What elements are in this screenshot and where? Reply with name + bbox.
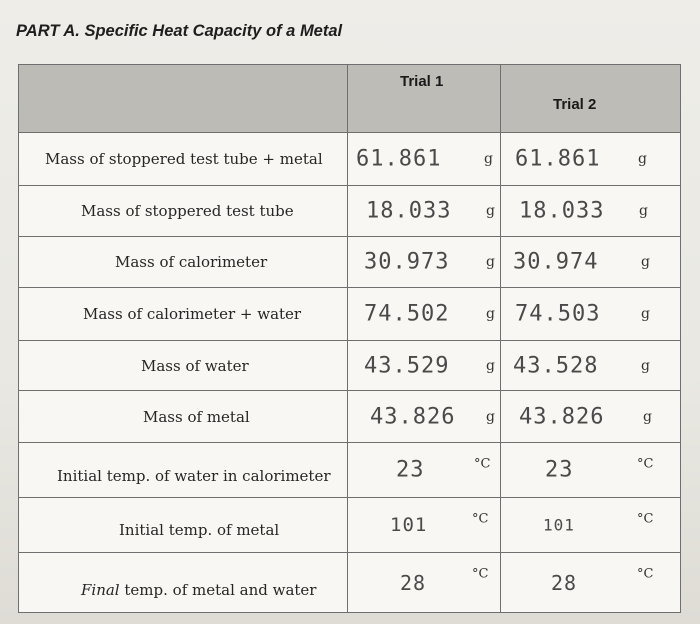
- row-label-final-temp-text: temp. of metal and water: [124, 580, 317, 599]
- trial-1-cell: 28 °C: [347, 552, 501, 613]
- header-trial-2: Trial 2: [500, 64, 681, 133]
- trial-1-unit: °C: [474, 456, 491, 472]
- trial-1-cell: 61.861 g: [347, 132, 501, 186]
- trial-2-value: 18.033: [519, 198, 605, 224]
- trial-2-cell: 28 °C: [500, 552, 681, 613]
- trial-2-cell: 101 °C: [500, 497, 681, 553]
- trial-1-unit: °C: [472, 566, 489, 582]
- table-row: Initial temp. of water in calorimeter 23…: [18, 442, 681, 498]
- row-label-final-temp: Final temp. of metal and water: [18, 552, 348, 613]
- trial-2-value: 43.826: [519, 404, 605, 429]
- row-label-mass-calorimeter-water: Mass of calorimeter + water: [18, 287, 348, 341]
- trial-2-unit: °C: [637, 511, 654, 527]
- trial-2-value: 23: [545, 457, 574, 483]
- trial-2-cell: 61.861 g: [500, 132, 681, 186]
- header-trial-1: Trial 1: [347, 64, 501, 133]
- trial-1-value: 28: [400, 570, 427, 595]
- trial-1-cell: 30.973 g: [347, 236, 501, 288]
- trial-1-value: 74.502: [364, 301, 450, 327]
- trial-2-cell: 18.033 g: [500, 185, 681, 237]
- trial-2-value: 101: [543, 515, 575, 535]
- trial-1-value: 18.033: [366, 198, 452, 224]
- table-row: Final temp. of metal and water 28 °C 28 …: [18, 552, 681, 613]
- row-label-mass-tube-metal: Mass of stoppered test tube + metal: [18, 132, 348, 186]
- table-row: Mass of water 43.529 g 43.528 g: [18, 340, 681, 391]
- trial-1-unit: g: [486, 408, 495, 425]
- row-label-mass-tube: Mass of stoppered test tube: [18, 185, 348, 237]
- trial-2-value: 61.861: [515, 146, 601, 172]
- trial-1-cell: 43.529 g: [347, 340, 501, 391]
- trial-1-unit: g: [486, 254, 495, 270]
- trial-1-unit: g: [486, 306, 495, 322]
- row-label-mass-calorimeter: Mass of calorimeter: [18, 236, 348, 288]
- trial-2-unit: g: [638, 151, 647, 167]
- trial-1-value: 30.973: [364, 249, 450, 275]
- trial-1-cell: 18.033 g: [347, 185, 501, 237]
- trial-2-value: 28: [551, 570, 578, 595]
- trial-2-unit: g: [641, 357, 650, 374]
- final-emphasis: Final: [81, 580, 120, 599]
- trial-2-value: 74.503: [515, 301, 601, 327]
- trial-1-cell: 101 °C: [347, 497, 501, 553]
- trial-1-value: 43.826: [370, 404, 456, 429]
- trial-2-cell: 43.826 g: [500, 390, 681, 443]
- row-label-mass-metal: Mass of metal: [18, 390, 348, 443]
- trial-1-cell: 43.826 g: [347, 390, 501, 443]
- page-title: PART A. Specific Heat Capacity of a Meta…: [16, 22, 343, 40]
- trial-1-cell: 23 °C: [347, 442, 501, 498]
- trial-2-unit: g: [641, 254, 650, 270]
- trial-2-value: 43.528: [513, 353, 599, 378]
- table-row: Initial temp. of metal 101 °C 101 °C: [18, 497, 681, 553]
- header-row: Trial 1 Trial 2: [18, 64, 681, 133]
- trial-1-value: 101: [390, 514, 428, 536]
- table-row: Mass of calorimeter + water 74.502 g 74.…: [18, 287, 681, 341]
- trial-2-unit: g: [643, 408, 652, 425]
- trial-2-unit: g: [639, 203, 648, 219]
- trial-2-unit: °C: [637, 456, 654, 472]
- trial-1-value: 61.861: [356, 146, 442, 172]
- trial-2-cell: 30.974 g: [500, 236, 681, 288]
- table-row: Mass of stoppered test tube + metal 61.8…: [18, 132, 681, 186]
- trial-2-cell: 74.503 g: [500, 287, 681, 341]
- trial-2-cell: 43.528 g: [500, 340, 681, 391]
- table-row: Mass of calorimeter 30.973 g 30.974 g: [18, 236, 681, 288]
- table-row: Mass of stoppered test tube 18.033 g 18.…: [18, 185, 681, 237]
- trial-1-unit: g: [486, 357, 495, 374]
- trial-2-cell: 23 °C: [500, 442, 681, 498]
- trial-2-value: 30.974: [513, 249, 599, 275]
- trial-1-value: 23: [396, 457, 425, 483]
- trial-1-value: 43.529: [364, 353, 450, 378]
- table-row: Mass of metal 43.826 g 43.826 g: [18, 390, 681, 443]
- trial-1-unit: g: [484, 151, 493, 167]
- row-label-mass-water: Mass of water: [18, 340, 348, 391]
- data-table: Trial 1 Trial 2 Mass of stoppered test t…: [18, 64, 681, 613]
- trial-1-cell: 74.502 g: [347, 287, 501, 341]
- trial-2-unit: g: [641, 306, 650, 322]
- trial-1-unit: °C: [472, 511, 489, 527]
- trial-1-unit: g: [486, 203, 495, 219]
- row-label-initial-temp-metal: Initial temp. of metal: [18, 497, 348, 553]
- trial-2-unit: °C: [637, 566, 654, 582]
- row-label-initial-temp-water: Initial temp. of water in calorimeter: [18, 442, 348, 498]
- header-corner-cell: [18, 64, 348, 133]
